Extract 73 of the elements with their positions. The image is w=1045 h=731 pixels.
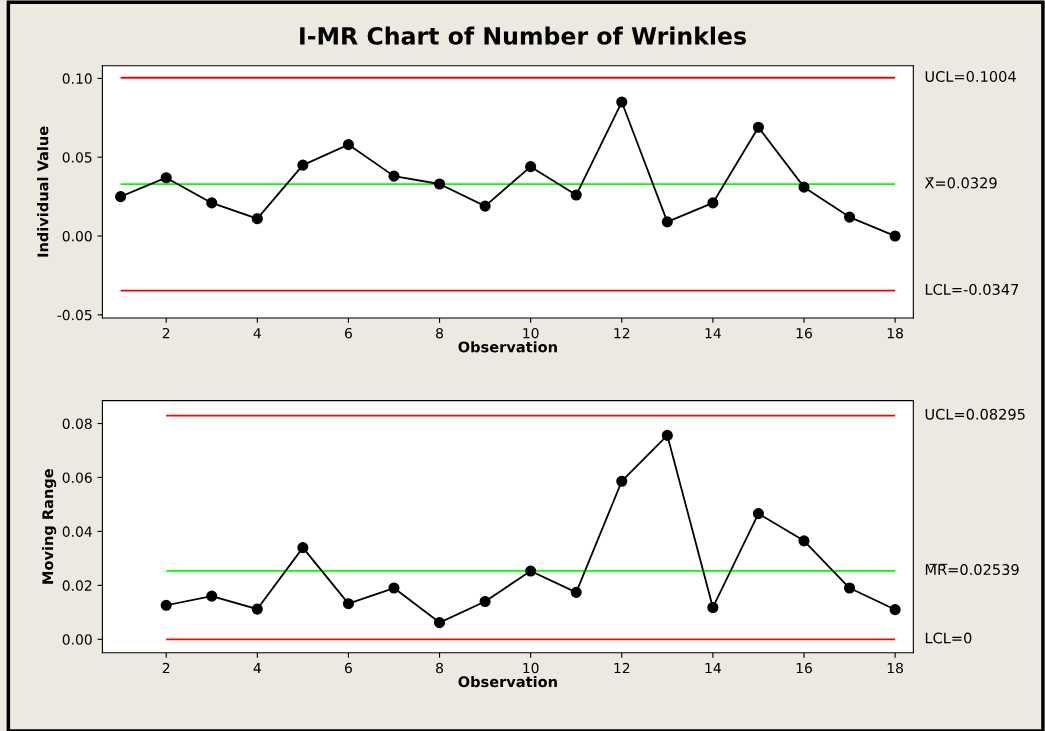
- point: [479, 595, 491, 608]
- point: [843, 211, 856, 223]
- x-tick-label: 14: [705, 662, 721, 674]
- y-tick-label: -0.05: [57, 309, 92, 321]
- point: [388, 170, 400, 182]
- point: [479, 200, 491, 212]
- point: [251, 213, 263, 225]
- x-tick-label: 2: [162, 327, 170, 339]
- y-tick-label: 0.05: [62, 152, 92, 163]
- x-tick-label: 6: [344, 662, 352, 674]
- x-tick-label: 12: [614, 662, 630, 674]
- x-tick-label: 16: [796, 662, 812, 674]
- point: [661, 216, 673, 228]
- x-tick-label: 10: [523, 662, 539, 674]
- point: [752, 121, 764, 133]
- point: [342, 139, 354, 151]
- ref-line-label: LCL=-0.0347: [925, 283, 1019, 295]
- ref-line-label: X̄=0.0329: [924, 177, 997, 189]
- x-tick-label: 6: [344, 327, 352, 339]
- point: [570, 189, 582, 201]
- point: [798, 181, 810, 193]
- x-axis-title: Observation: [458, 675, 557, 688]
- point: [525, 161, 537, 173]
- x-axis-title: Observation: [458, 341, 557, 353]
- point: [798, 535, 810, 547]
- point: [525, 565, 537, 577]
- point: [616, 475, 628, 487]
- point: [707, 601, 719, 614]
- point: [297, 542, 309, 554]
- x-tick-label: 16: [796, 327, 812, 339]
- y-tick-label: 0.06: [62, 472, 92, 483]
- point: [570, 586, 582, 598]
- y-axis-title: Moving Range: [41, 469, 57, 584]
- y-axis-title: Individual Value: [37, 126, 49, 257]
- x-tick-label: 4: [253, 328, 261, 339]
- chart-title: I-MR Chart of Number of Wrinkles: [300, 26, 746, 45]
- x-tick-label: 8: [436, 662, 443, 674]
- x-tick-label: 18: [887, 327, 903, 339]
- x-tick-label: 14: [705, 328, 721, 339]
- y-tick-label: 0.08: [62, 418, 92, 429]
- point: [251, 603, 263, 615]
- x-tick-label: 10: [523, 327, 539, 339]
- point: [616, 96, 628, 108]
- x-tick-label: 2: [162, 662, 170, 674]
- x-tick-label: 4: [253, 662, 261, 674]
- ref-line-label: M̅R̅=0.02539: [925, 563, 1019, 576]
- y-tick-label: 0.10: [62, 73, 92, 84]
- point: [206, 197, 218, 209]
- y-tick-label: 0.00: [62, 230, 92, 242]
- ref-line-label: UCL=0.08295: [925, 408, 1025, 420]
- point: [889, 604, 901, 616]
- point: [433, 178, 446, 190]
- point: [342, 598, 354, 610]
- point: [297, 159, 309, 171]
- point: [206, 590, 218, 602]
- y-tick-label: 0.00: [62, 634, 92, 645]
- x-tick-label: 18: [887, 662, 903, 674]
- point: [160, 599, 172, 611]
- ref-line-label: UCL=0.1004: [925, 70, 1016, 82]
- x-tick-label: 12: [614, 327, 630, 339]
- point: [115, 191, 127, 203]
- y-tick-label: 0.04: [62, 526, 92, 537]
- point: [843, 582, 856, 594]
- point: [388, 582, 400, 594]
- y-tick-label: 0.02: [62, 580, 92, 591]
- point: [752, 508, 764, 520]
- point: [661, 429, 673, 441]
- point: [889, 230, 901, 242]
- point: [707, 197, 719, 209]
- ref-line-label: LCL=0: [925, 632, 972, 644]
- point: [433, 617, 446, 629]
- point: [160, 172, 172, 184]
- x-tick-label: 8: [436, 327, 443, 339]
